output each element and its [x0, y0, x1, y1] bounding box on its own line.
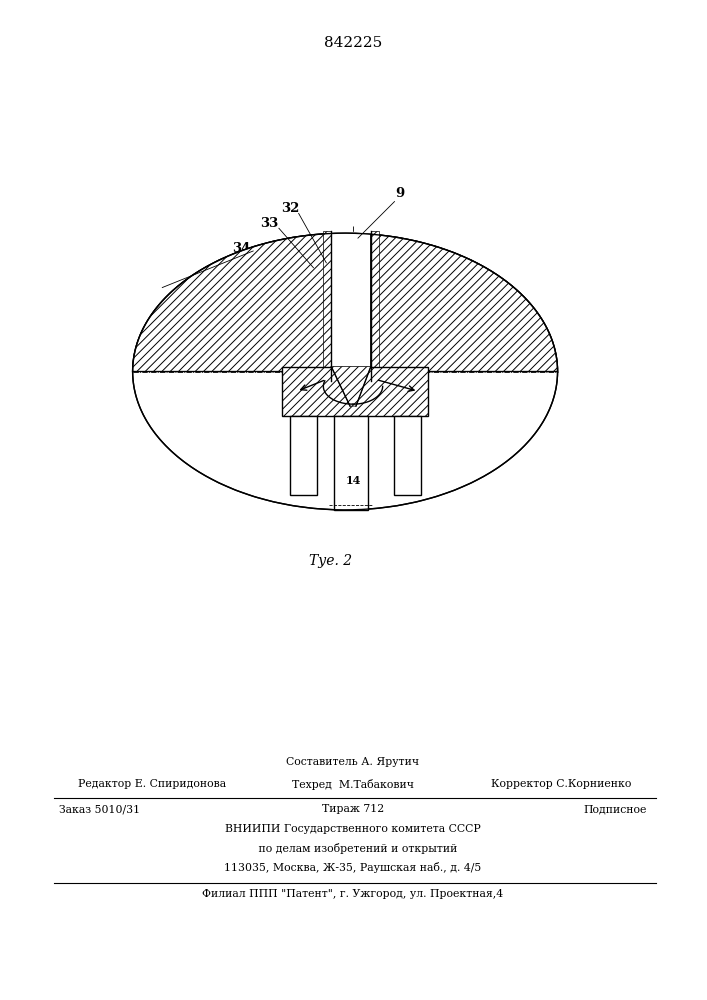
Text: 32: 32	[281, 202, 300, 215]
Text: по делам изобретений и открытий: по делам изобретений и открытий	[248, 843, 457, 854]
Polygon shape	[332, 367, 370, 406]
Polygon shape	[323, 231, 332, 381]
Text: Составитель А. Ярутич: Составитель А. Ярутич	[286, 757, 419, 767]
Text: 842225: 842225	[324, 36, 382, 50]
Text: Заказ 5010/31: Заказ 5010/31	[59, 804, 140, 814]
Ellipse shape	[133, 233, 558, 510]
Polygon shape	[133, 233, 332, 372]
Text: Тираж 712: Тираж 712	[322, 804, 384, 814]
Text: ВНИИПИ Государственного комитета СССР: ВНИИПИ Государственного комитета СССР	[225, 824, 481, 834]
Text: Τуе. 2: Τуе. 2	[309, 554, 352, 568]
Polygon shape	[394, 416, 421, 495]
Text: 14: 14	[345, 475, 361, 486]
Polygon shape	[133, 233, 558, 372]
Polygon shape	[282, 367, 428, 416]
Text: Филиал ППП "Патент", г. Ужгород, ул. Проектная,4: Филиал ППП "Патент", г. Ужгород, ул. Про…	[202, 889, 503, 899]
Polygon shape	[370, 234, 558, 372]
Text: Подписное: Подписное	[583, 804, 646, 814]
Polygon shape	[334, 416, 368, 510]
Text: Техред  М.Табакович: Техред М.Табакович	[292, 779, 414, 790]
Text: Корректор С.Корниенко: Корректор С.Корниенко	[491, 779, 631, 789]
Polygon shape	[370, 231, 379, 381]
Text: Редактор Е. Спиридонова: Редактор Е. Спиридонова	[78, 779, 226, 789]
Text: 113035, Москва, Ж-35, Раушская наб., д. 4/5: 113035, Москва, Ж-35, Раушская наб., д. …	[224, 862, 481, 873]
Text: 9: 9	[395, 187, 404, 200]
Text: 34: 34	[232, 242, 250, 255]
Text: 33: 33	[260, 217, 278, 230]
Polygon shape	[290, 416, 317, 495]
